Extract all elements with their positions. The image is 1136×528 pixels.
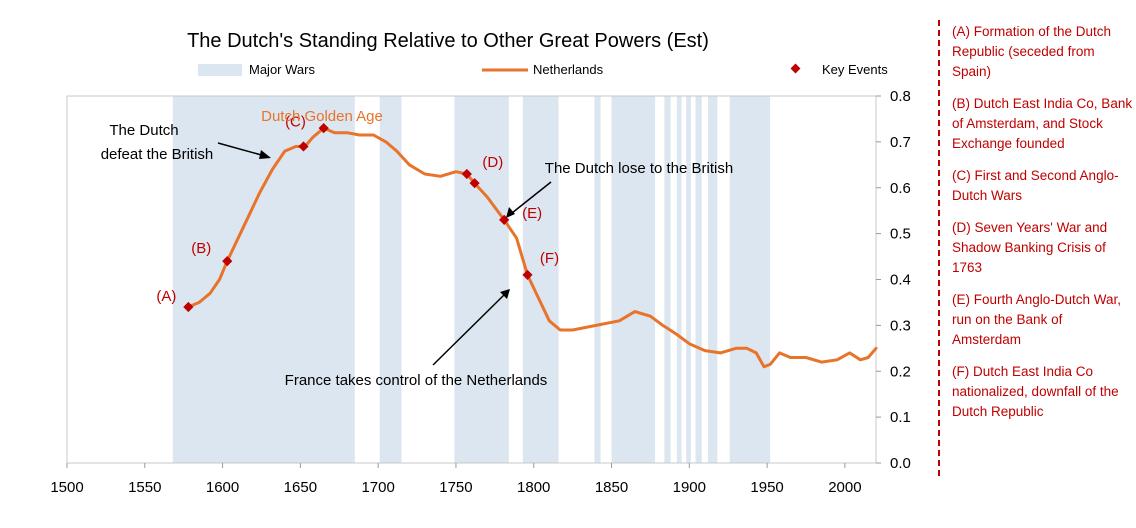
x-axis: 1500 1550 1600 1650 1700 1750 1800 1850 1900 1950… bbox=[50, 463, 862, 496]
arrowhead-france-control bbox=[500, 289, 510, 299]
note-f: (F) Dutch East India Co nationalized, do… bbox=[952, 364, 1119, 419]
arrow-dutch-lose bbox=[511, 181, 552, 214]
series-line-netherlands bbox=[186, 126, 878, 369]
y-tick-label: 0.1 bbox=[890, 409, 911, 426]
annotation-dutch-lose: The Dutch lose to the British bbox=[545, 160, 733, 177]
x-tick-label: 1950 bbox=[750, 479, 783, 496]
legend: Major Wars Netherlands Key Events bbox=[198, 62, 888, 77]
legend-label-major-wars: Major Wars bbox=[249, 62, 315, 77]
arrowhead-dutch-lose bbox=[506, 207, 515, 218]
x-tick-label: 1550 bbox=[128, 479, 161, 496]
key-event-label: (C) bbox=[285, 113, 306, 130]
y-tick-label: 0.7 bbox=[890, 134, 911, 151]
y-tick-label: 0.2 bbox=[890, 363, 911, 380]
y-tick-label: 0.0 bbox=[890, 455, 911, 472]
war-band bbox=[707, 96, 718, 463]
war-band bbox=[664, 96, 671, 463]
note-d: (D) Seven Years' War and Shadow Banking … bbox=[952, 220, 1108, 275]
annotation-golden-age: Dutch Golden Age bbox=[261, 108, 383, 125]
annotation-france-control: France takes control of the Netherlands bbox=[285, 372, 548, 389]
arrow-france-control bbox=[432, 294, 505, 366]
note-a: (A) Formation of the Dutch Republic (sec… bbox=[952, 24, 1112, 79]
chart-title: The Dutch's Standing Relative to Other G… bbox=[187, 30, 709, 52]
key-event-label: (A) bbox=[156, 288, 176, 305]
key-events-layer: (A) (B) (C) (D) (E) (F) bbox=[156, 113, 559, 313]
annotation-dutch-defeat-line2: defeat the British bbox=[101, 146, 214, 163]
note-c: (C) First and Second Anglo-Dutch Wars bbox=[952, 168, 1119, 203]
key-event-label: (F) bbox=[540, 250, 559, 267]
war-band bbox=[686, 96, 691, 463]
war-band bbox=[454, 96, 509, 463]
chart-area: The Dutch's Standing Relative to Other G… bbox=[50, 30, 911, 496]
x-tick-label: 1900 bbox=[673, 479, 706, 496]
x-tick-label: 1800 bbox=[517, 479, 550, 496]
arrowhead-dutch-defeat bbox=[259, 150, 271, 159]
war-band bbox=[379, 96, 402, 463]
legend-label-key-events: Key Events bbox=[822, 62, 888, 77]
y-tick-label: 0.6 bbox=[890, 180, 911, 197]
legend-swatch-major-wars bbox=[198, 64, 242, 76]
x-tick-label: 1500 bbox=[50, 479, 83, 496]
x-tick-label: 1850 bbox=[595, 479, 628, 496]
war-band bbox=[676, 96, 682, 463]
x-tick-label: 1700 bbox=[361, 479, 394, 496]
y-tick-label: 0.5 bbox=[890, 226, 911, 243]
key-event-marker bbox=[298, 141, 309, 152]
war-bands bbox=[172, 96, 771, 463]
key-event-marker bbox=[522, 269, 533, 281]
key-event-label: (E) bbox=[522, 205, 542, 222]
x-tick-label: 1650 bbox=[284, 479, 317, 496]
annotation-dutch-defeat-line1: The Dutch bbox=[109, 122, 178, 139]
y-tick-label: 0.8 bbox=[890, 88, 911, 105]
legend-swatch-key-events bbox=[790, 63, 801, 74]
note-b: (B) Dutch East India Co, Bank of Amsterd… bbox=[952, 96, 1133, 151]
war-band bbox=[594, 96, 601, 463]
legend-label-netherlands: Netherlands bbox=[533, 62, 604, 77]
series-layer bbox=[186, 126, 878, 369]
key-event-marker bbox=[183, 301, 194, 313]
key-event-marker bbox=[222, 256, 233, 267]
war-band bbox=[611, 96, 656, 463]
key-events-notes: (A) Formation of the Dutch Republic (sec… bbox=[938, 20, 1134, 476]
x-tick-label: 1600 bbox=[206, 479, 239, 496]
x-tick-label: 1750 bbox=[439, 479, 472, 496]
y-tick-label: 0.4 bbox=[890, 272, 911, 289]
arrow-dutch-defeat bbox=[217, 142, 266, 157]
note-e: (E) Fourth Anglo-Dutch War, run on the B… bbox=[952, 292, 1122, 347]
key-event-label: (B) bbox=[191, 240, 211, 257]
annotation-arrows bbox=[217, 142, 552, 366]
war-band bbox=[695, 96, 702, 463]
y-axis: 0.0 0.1 0.2 0.3 0.4 0.5 0.6 0.7 0.8 bbox=[876, 88, 911, 472]
key-event-label: (D) bbox=[482, 154, 503, 171]
x-tick-label: 2000 bbox=[828, 479, 861, 496]
y-tick-label: 0.3 bbox=[890, 317, 911, 334]
war-band bbox=[729, 96, 771, 463]
